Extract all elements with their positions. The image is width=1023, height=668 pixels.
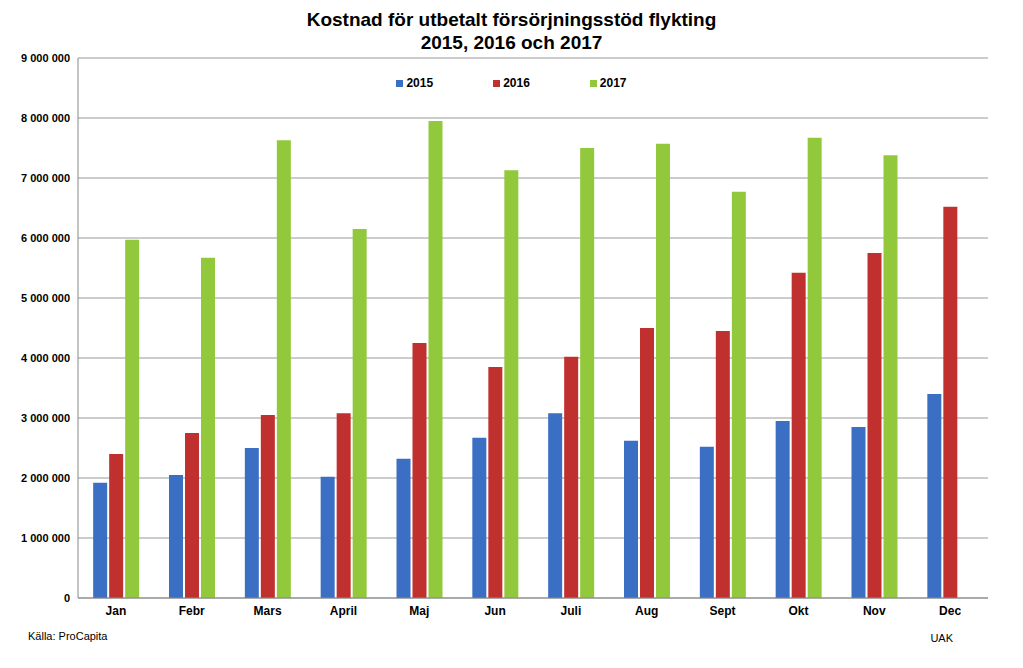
svg-text:9 000 000: 9 000 000 xyxy=(21,52,70,64)
html-text:Källa: ProCapita: Källa: ProCapita xyxy=(28,630,108,642)
svg-text:8 000 000: 8 000 000 xyxy=(21,112,70,124)
svg-text:3 000 000: 3 000 000 xyxy=(21,412,70,424)
svg-text:7 000 000: 7 000 000 xyxy=(21,172,70,184)
svg-text:4 000 000: 4 000 000 xyxy=(21,352,70,364)
svg-text:Febr: Febr xyxy=(179,604,205,618)
svg-text:6 000 000: 6 000 000 xyxy=(21,232,70,244)
svg-text:Juli: Juli xyxy=(561,604,582,618)
html-text:UAK: UAK xyxy=(930,632,953,644)
svg-text:2 000 000: 2 000 000 xyxy=(21,472,70,484)
svg-text:Sept: Sept xyxy=(710,604,736,618)
svg-text:1 000 000: 1 000 000 xyxy=(21,532,70,544)
html-text:2017: 2017 xyxy=(599,76,627,90)
svg-text:Okt: Okt xyxy=(788,604,808,618)
html-text:2015, 2016 och 2017: 2015, 2016 och 2017 xyxy=(420,32,603,53)
svg-text:Jun: Jun xyxy=(484,604,505,618)
svg-text:Jan: Jan xyxy=(106,604,127,618)
svg-text:Maj: Maj xyxy=(409,604,429,618)
svg-text:Mars: Mars xyxy=(254,604,282,618)
html-text:2016: 2016 xyxy=(503,76,530,90)
svg-text:April: April xyxy=(330,604,357,618)
html-text:Kostnad för utbetalt försörjni: Kostnad för utbetalt försörjningsstöd fl… xyxy=(306,9,717,30)
svg-text:Aug: Aug xyxy=(635,604,658,618)
svg-text:Dec: Dec xyxy=(939,604,961,618)
svg-text:Nov: Nov xyxy=(863,604,886,618)
svg-text:0: 0 xyxy=(64,592,70,604)
html-text:2015: 2015 xyxy=(406,76,434,90)
svg-text:5 000 000: 5 000 000 xyxy=(21,292,70,304)
